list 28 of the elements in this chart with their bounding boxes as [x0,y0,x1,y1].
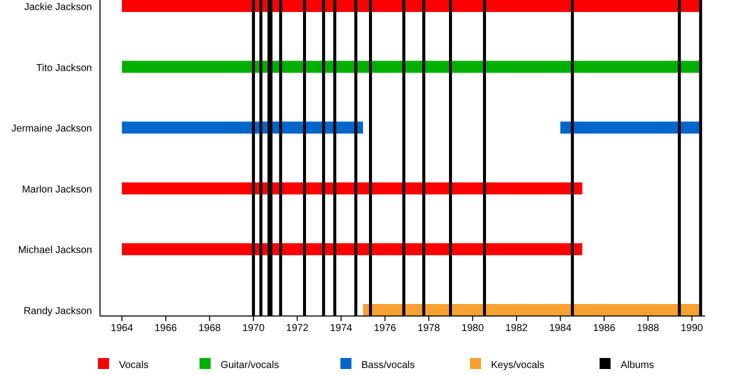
x-tick-label: 1986 [593,323,616,334]
legend-label: Vocals [119,360,148,371]
bar [560,122,701,134]
y-tick-label: Tito Jackson [36,62,92,74]
x-tick-label: 1980 [462,323,484,334]
x-tick-label: 1984 [549,323,572,334]
x-tick-label: 1970 [242,323,265,334]
x-tick-label: 1964 [110,323,134,334]
y-tick-label: Randy Jackson [24,306,92,317]
bar [122,60,701,73]
x-tick-label: 1990 [680,323,704,334]
x-tick-label: 1974 [330,323,353,334]
legend-label: Guitar/vocals [220,360,279,371]
x-tick-label: 1968 [198,323,222,334]
x-tick-label: 1966 [154,323,178,334]
legend-label: Keys/vocals [491,360,544,371]
legend-label: Albums [620,360,654,371]
legend-label: Bass/vocals [361,360,415,371]
x-tick-label: 1978 [418,323,440,334]
x-tick-label: 1988 [636,323,660,334]
y-tick-label: Jermaine Jackson [11,124,92,135]
y-tick-label: Michael Jackson [18,245,92,256]
y-tick-label: Jackie Jackson [24,2,92,13]
y-tick-label: Marlon Jackson [22,184,92,196]
x-tick-label: 1976 [374,323,397,334]
bar [122,0,701,12]
x-tick-label: 1982 [505,323,528,334]
x-tick-label: 1972 [286,323,309,334]
